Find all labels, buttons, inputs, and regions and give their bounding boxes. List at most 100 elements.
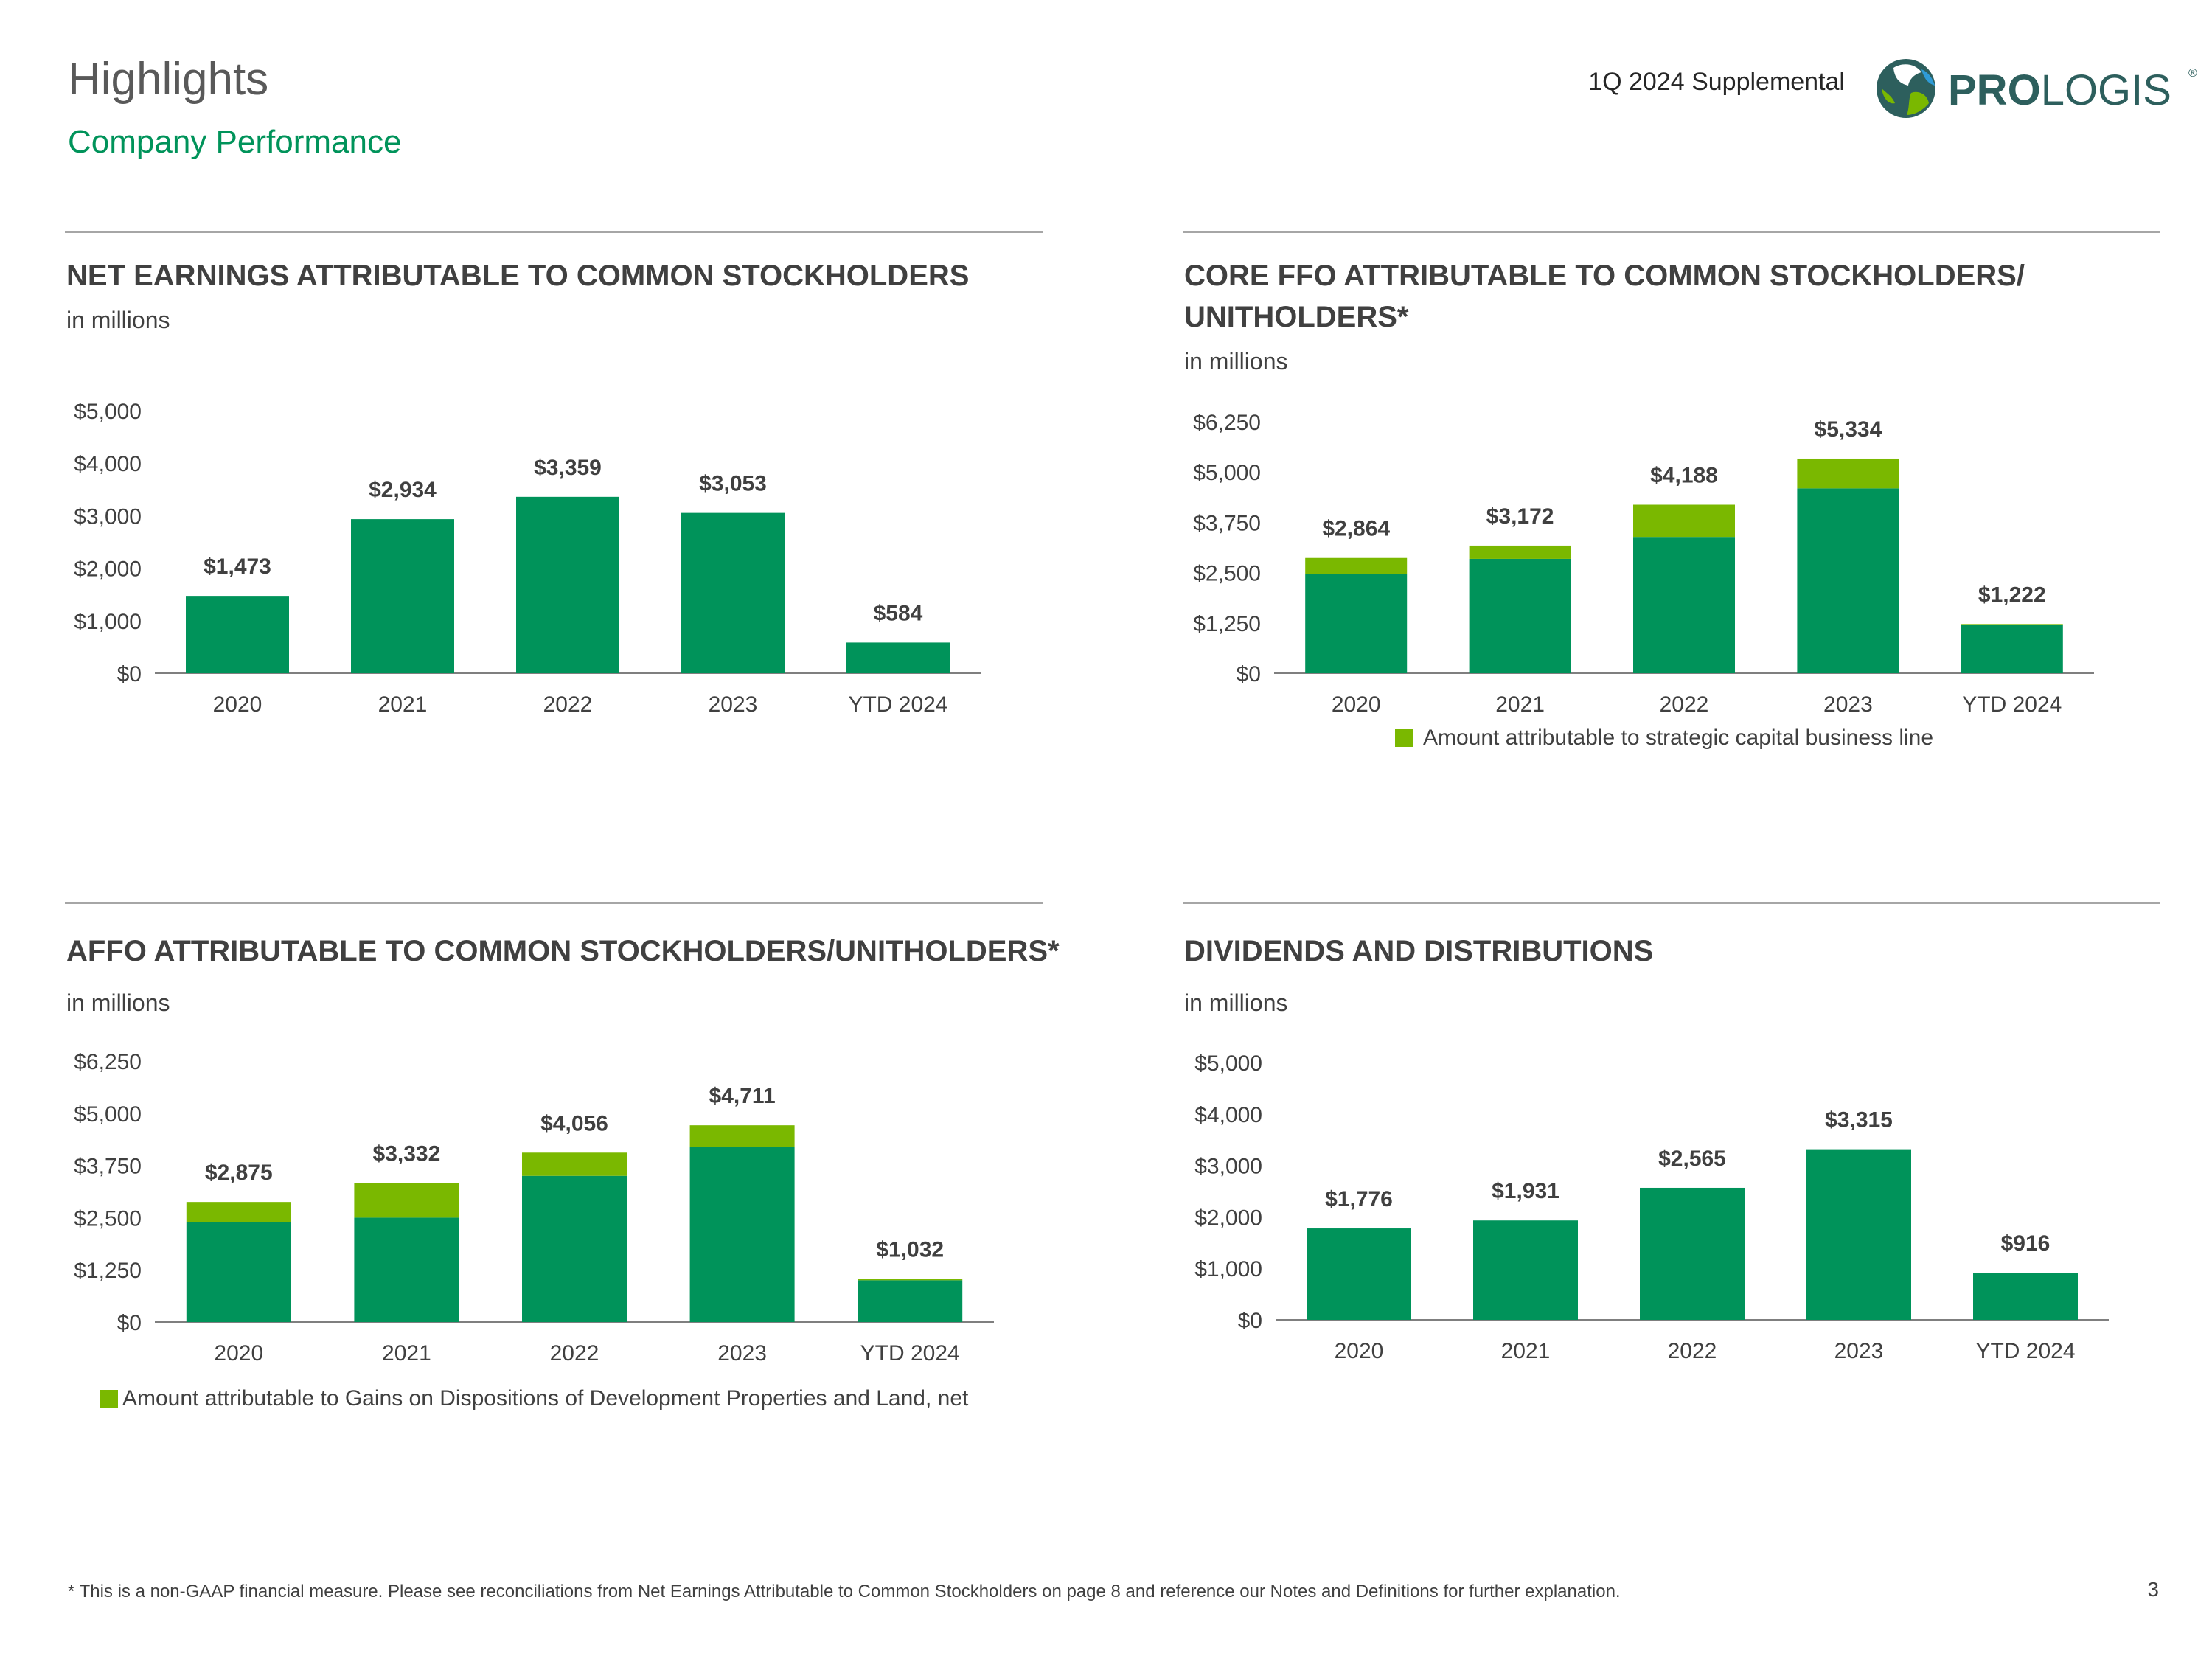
chart-net-earnings-bar (351, 519, 454, 673)
legend-affo: Amount attributable to Gains on Disposit… (100, 1386, 968, 1411)
chart-dividends-x-tick-label: 2020 (1335, 1339, 1384, 1363)
chart-net-earnings-x-tick-label: 2020 (213, 692, 262, 717)
chart-dividends-bar (1640, 1187, 1745, 1320)
chart-affo-bar (689, 1147, 795, 1322)
chart-net-earnings-data-label: $1,473 (204, 554, 271, 579)
page-title: Highlights (68, 54, 269, 105)
chart-net-earnings-x-tick-label: 2021 (378, 692, 428, 717)
panel-divider-dividends (1183, 902, 2160, 904)
chart-affo-ytick-label: $6,250 (74, 1050, 142, 1074)
chart-dividends-bar (1307, 1228, 1411, 1320)
legend-label: Amount attributable to Gains on Disposit… (122, 1386, 969, 1411)
chart-units-dividends: in millions (1184, 990, 1288, 1016)
chart-affo-x-tick-label: 2023 (717, 1341, 767, 1366)
chart-affo-x-tick-label: 2021 (382, 1341, 431, 1366)
legend-swatch (100, 1390, 118, 1408)
chart-net-earnings-data-label: $584 (874, 601, 923, 625)
chart-core-ffo-bar (1305, 574, 1408, 673)
chart-core-ffo-bar-accent-segment (1797, 458, 1899, 489)
chart-core-ffo-data-label: $1,222 (1978, 582, 2046, 607)
chart-net-earnings-ytick-label: $4,000 (74, 452, 142, 476)
chart-net-earnings-ytick-label: $2,000 (74, 557, 142, 582)
chart-dividends-data-label: $1,776 (1325, 1187, 1393, 1211)
chart-dividends-data-label: $1,931 (1492, 1179, 1559, 1203)
chart-core-ffo-bar-accent-segment (1469, 545, 1571, 559)
chart-core-ffo-x-tick-label: 2020 (1332, 692, 1381, 717)
chart-net-earnings-x-tick-label: 2023 (709, 692, 758, 717)
chart-affo-bar-accent-segment (858, 1279, 963, 1281)
chart-dividends-x-tick-label: YTD 2024 (1975, 1339, 2075, 1363)
chart-net-earnings-bar (681, 512, 785, 673)
chart-dividends-ytick-label: $4,000 (1194, 1103, 1262, 1127)
page-subtitle: Company Performance (68, 124, 402, 160)
chart-affo-data-label: $4,711 (709, 1084, 776, 1108)
chart-core-ffo-x-tick-label: 2022 (1660, 692, 1709, 717)
chart-net-earnings-ytick-label: $5,000 (74, 400, 142, 424)
chart-affo-x-tick-label: 2020 (214, 1341, 263, 1366)
chart-core-ffo-ytick-label: $2,500 (1193, 562, 1261, 586)
chart-affo-bar (186, 1222, 291, 1322)
page-number: 3 (2147, 1578, 2159, 1601)
chart-core-ffo-bar (1797, 488, 1899, 673)
chart-dividends-ytick-label: $5,000 (1194, 1051, 1262, 1076)
chart-core-ffo-x-tick-label: 2023 (1823, 692, 1873, 717)
chart-dividends-ytick-label: $2,000 (1194, 1206, 1262, 1230)
chart-affo-bar (522, 1175, 627, 1322)
chart-core-ffo-ytick-label: $0 (1237, 662, 1261, 686)
chart-dividends-x-tick-label: 2022 (1668, 1339, 1717, 1363)
supplemental-label: 1Q 2024 Supplemental (1588, 68, 1845, 96)
chart-core-ffo-bar-accent-segment (1633, 504, 1735, 538)
footnote: * This is a non-GAAP financial measure. … (68, 1582, 1621, 1601)
chart-net-earnings-x-tick-label: YTD 2024 (848, 692, 947, 717)
chart-dividends-ytick-label: $3,000 (1194, 1155, 1262, 1179)
chart-dividends-data-label: $2,565 (1658, 1147, 1726, 1171)
logo-registered-mark: ® (2188, 67, 2197, 80)
chart-affo-bar-accent-segment (689, 1125, 795, 1147)
chart-dividends-x-tick-label: 2023 (1834, 1339, 1884, 1363)
globe-icon (1877, 59, 1935, 118)
chart-dividends-ytick-label: $0 (1238, 1309, 1262, 1333)
chart-units-core-ffo: in millions (1184, 348, 1288, 375)
chart-title-affo: AFFO ATTRIBUTABLE TO COMMON STOCKHOLDERS… (66, 935, 1060, 967)
chart-dividends-data-label: $3,315 (1825, 1108, 1893, 1133)
chart-affo-ytick-label: $0 (117, 1311, 142, 1335)
chart-affo-ytick-label: $2,500 (74, 1206, 142, 1231)
chart-core-ffo-bar (1633, 537, 1735, 673)
chart-title-dividends: DIVIDENDS AND DISTRIBUTIONS (1184, 935, 1654, 967)
chart-affo-x-tick-label: 2022 (550, 1341, 599, 1366)
chart-core-ffo-bar-accent-segment (1305, 557, 1408, 574)
chart-affo-data-label: $3,332 (373, 1141, 441, 1166)
chart-affo-bar-accent-segment (354, 1183, 459, 1218)
chart-affo-x-tick-label: YTD 2024 (860, 1341, 960, 1366)
chart-net-earnings-bar (846, 642, 950, 673)
chart-core-ffo-ytick-label: $3,750 (1193, 511, 1261, 535)
chart-net-earnings-data-label: $3,053 (699, 472, 767, 496)
chart-affo-bar (354, 1217, 459, 1322)
chart-title-core-ffo: CORE FFO ATTRIBUTABLE TO COMMON STOCKHOL… (1184, 260, 2025, 333)
legend-core-ffo: Amount attributable to strategic capital… (1395, 726, 1933, 751)
chart-dividends-x-tick-label: 2021 (1501, 1339, 1551, 1363)
chart-dividends-bar (1973, 1273, 2078, 1320)
chart-core-ffo-bar (1961, 625, 2063, 673)
chart-net-earnings-ytick-label: $1,000 (74, 610, 142, 634)
chart-core-ffo-ytick-label: $6,250 (1193, 411, 1261, 435)
chart-core-ffo-bar-accent-segment (1961, 624, 2063, 625)
chart-net-earnings-x-tick-label: 2022 (543, 692, 593, 717)
chart-core-ffo-x-tick-label: YTD 2024 (1962, 692, 2062, 717)
chart-affo-data-label: $2,875 (205, 1161, 273, 1185)
chart-dividends-bar (1806, 1149, 1911, 1320)
chart-affo-ytick-label: $1,250 (74, 1259, 142, 1283)
chart-affo-data-label: $4,056 (540, 1111, 608, 1135)
chart-core-ffo-data-label: $3,172 (1486, 504, 1554, 529)
prologis-logo: PROLOGIS ® (1873, 52, 2197, 125)
logo-wordmark: PROLOGIS (1948, 66, 2171, 114)
chart-net-earnings-data-label: $2,934 (369, 478, 437, 502)
panel-divider-net-earnings (65, 231, 1043, 233)
legend-swatch (1395, 729, 1413, 747)
chart-units-net-earnings: in millions (66, 307, 170, 333)
chart-core-ffo-data-label: $5,334 (1815, 417, 1882, 442)
